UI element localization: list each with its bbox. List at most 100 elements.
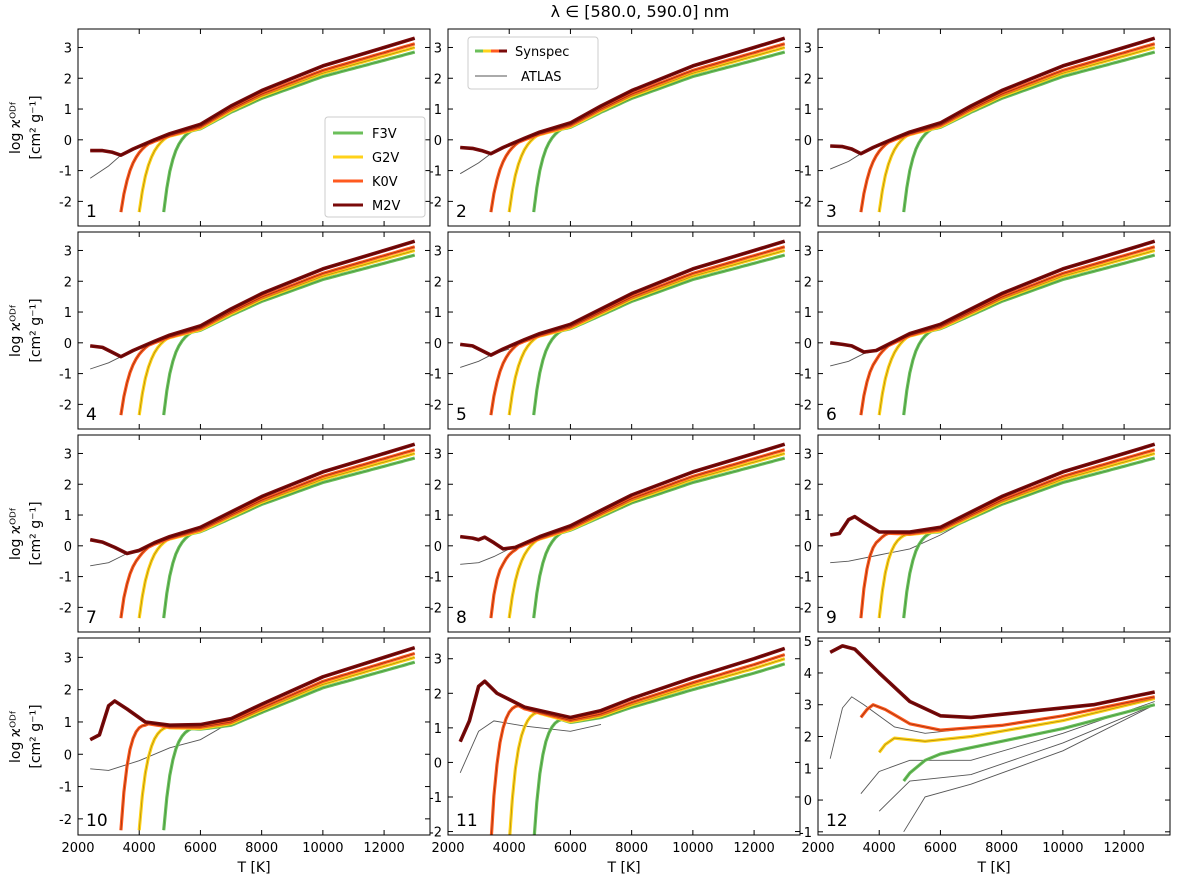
panel-1: -2 -1 0 1 2 3 1 log ϰᴼᴰᶠ [cm² g⁻¹] (8, 28, 431, 227)
xtick-label: 12000 (1103, 841, 1144, 856)
xtick-label: 8000 (245, 841, 278, 856)
ytick-label: -2 (429, 601, 442, 616)
series-k0v (859, 42, 1156, 213)
xtick-label: 12000 (363, 841, 404, 856)
ytick-label: 0 (64, 337, 72, 352)
series-k0v (119, 245, 416, 416)
panel-8: -2 -1 0 1 2 3 8 (429, 434, 801, 633)
series-m2v (830, 36, 1156, 156)
legend-label-synspec: Synspec (515, 45, 569, 60)
panel-number: 6 (826, 405, 837, 425)
y-axis-units: [cm² g⁻¹] (28, 501, 44, 565)
ytick-label: 2 (434, 687, 442, 702)
chart-title: λ ∈ [580.0, 590.0] nm (551, 2, 730, 21)
ytick-label: 0 (64, 540, 72, 555)
ytick-label: 3 (64, 244, 72, 259)
ytick-label: -1 (429, 571, 442, 586)
x-axis-label: T [K] (606, 860, 640, 876)
legend-label-f3v: F3V (372, 127, 397, 142)
series-m2v-core (830, 645, 1155, 718)
ytick-label: -1 (799, 571, 812, 586)
ytick-label: 2 (434, 275, 442, 290)
panel-frame (447, 231, 801, 430)
ytick-label: 2 (64, 275, 72, 290)
ytick-label: 1 (804, 762, 812, 777)
series-k0v-core (860, 696, 1155, 731)
panel-lines (829, 239, 1156, 416)
ytick-label: -2 (59, 398, 72, 413)
ytick-label: 2 (434, 72, 442, 87)
ytick-label: 1 (434, 306, 442, 321)
ytick-label: -2 (799, 195, 812, 210)
series-m2v-core (90, 37, 415, 156)
series-k0v-core (860, 43, 1155, 213)
series-m2v-core (90, 443, 415, 554)
series-k0v-core (490, 449, 785, 619)
ytick-label: 1 (64, 103, 72, 118)
ytick-label: 4 (804, 667, 812, 682)
panel-number: 11 (456, 811, 478, 831)
ytick-label: -2 (59, 813, 72, 828)
series-m2v (89, 239, 416, 359)
series-m2v-core (90, 240, 415, 358)
ytick-label: -1 (429, 368, 442, 383)
panel-lines (459, 442, 786, 619)
ytick-label: -2 (59, 601, 72, 616)
series-k0v-core (860, 449, 1155, 619)
xtick-label: 4000 (123, 841, 156, 856)
y-axis-units: [cm² g⁻¹] (28, 298, 44, 362)
series-f3v (532, 456, 786, 619)
panel-number: 3 (826, 202, 837, 222)
ytick-label: -1 (429, 791, 442, 806)
legend-label-atlas: ATLAS (521, 70, 562, 85)
series-f3v-core (903, 457, 1155, 619)
series-g2v-core (509, 658, 785, 835)
series-f3v-core (163, 254, 415, 416)
xtick-label: 10000 (672, 841, 713, 856)
panel-11: -2 -1 0 1 2 3 2000 4000 6000 8000 10000 12000 11 T [K… (429, 637, 801, 876)
xtick-label: 4000 (493, 841, 526, 856)
panel-frame (817, 434, 1171, 633)
series-k0v (119, 448, 416, 619)
ytick-label: 1 (434, 509, 442, 524)
atlas-line (829, 696, 956, 759)
legend-label-k0v: K0V (372, 175, 398, 190)
xtick-label: 6000 (924, 841, 957, 856)
x-axis-label: T [K] (976, 860, 1010, 876)
series-g2v-core (878, 453, 1155, 619)
series-m2v (89, 442, 416, 556)
ytick-label: 3 (64, 447, 72, 462)
series-f3v-core (533, 457, 785, 619)
series-g2v (137, 655, 416, 831)
legend-label-m2v: M2V (372, 199, 400, 214)
ytick-label: 5 (804, 635, 812, 650)
ytick-label: -1 (59, 781, 72, 796)
panel-frame (817, 28, 1171, 227)
series-g2v-core (878, 698, 1155, 753)
series-f3v-core (903, 254, 1155, 416)
atlas-line (90, 721, 232, 771)
ytick-label: 1 (804, 103, 812, 118)
panel-2: -2 -1 0 1 2 3 2 (429, 28, 801, 227)
ytick-label: -1 (799, 826, 812, 841)
ytick-label: 3 (434, 447, 442, 462)
x-axis-label: T [K] (236, 860, 270, 876)
panel-lines (829, 644, 1156, 833)
atlas-line (903, 704, 1155, 833)
ytick-label: -1 (799, 165, 812, 180)
atlas-line (460, 548, 510, 565)
series-f3v (902, 456, 1156, 619)
panel-lines (830, 36, 1156, 213)
panel-number: 5 (456, 405, 467, 425)
series-k0v-core (120, 449, 415, 619)
series-f3v (162, 253, 416, 416)
ytick-label: 0 (434, 337, 442, 352)
y-axis-label: log ϰᴼᴰᶠ (8, 101, 24, 154)
legend-box (324, 116, 426, 218)
xtick-label: 8000 (615, 841, 648, 856)
ytick-label: -1 (799, 368, 812, 383)
ytick-label: 0 (804, 337, 812, 352)
panel-frame (447, 434, 801, 633)
